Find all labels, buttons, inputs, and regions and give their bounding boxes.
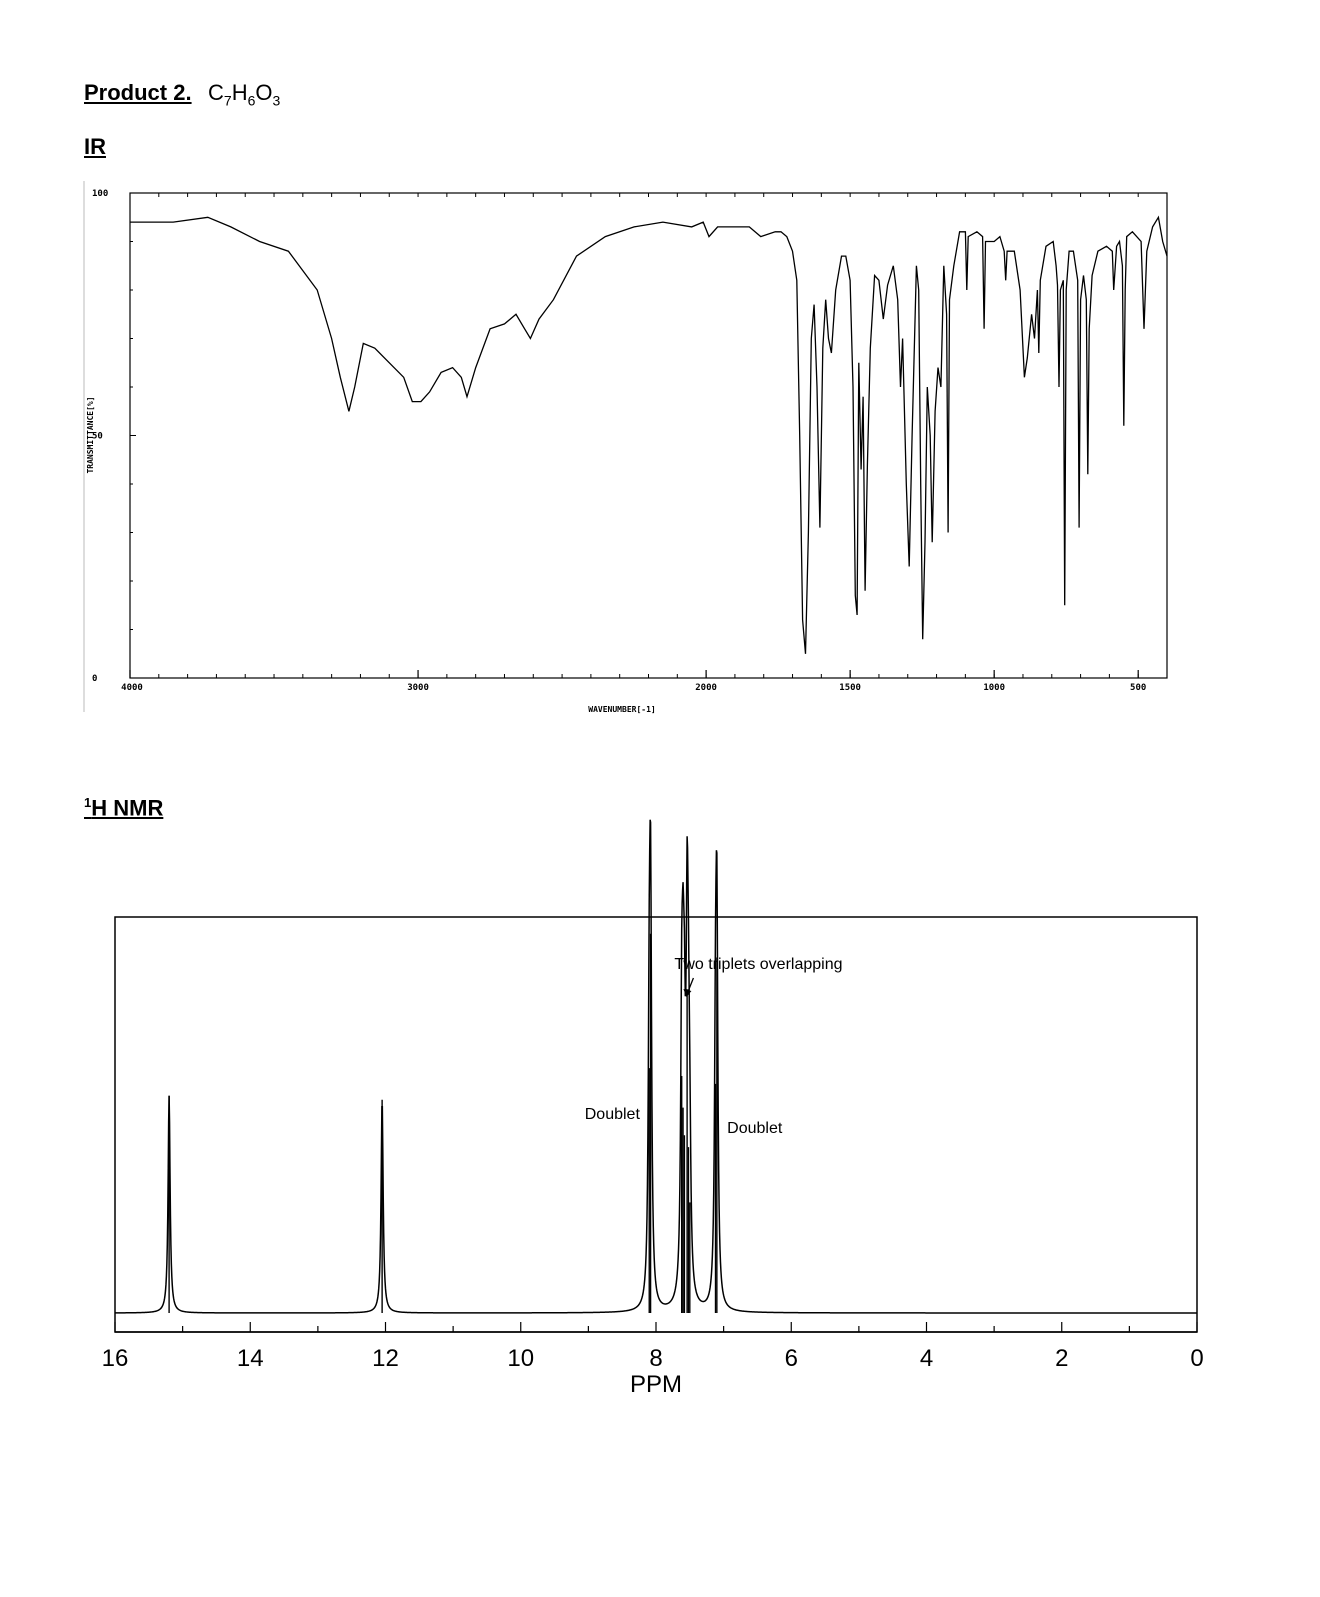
nmr-xtick-label: 6 [785,1345,798,1372]
nmr-annotation-arrow-head [683,989,692,997]
ir-ylabel: TRANSMITTANCE[%] [86,396,95,473]
ir-xlabel: WAVENUMBER[-1] [588,705,655,714]
nmr-annotations: Two triplets overlapping Doublet Doublet [168,933,843,1313]
ir-xtick-label: 1000 [983,683,1005,693]
formula-c-count: 7 [223,92,232,109]
formula-o: O [255,80,273,105]
nmr-annotation-label: Two triplets overlapping [674,956,842,973]
nmr-xtick-label: 8 [649,1345,662,1372]
ir-spectrum-line [130,215,1168,654]
molecular-formula: C7H6O3 [208,80,280,108]
ir-xtick-label: 500 [1130,683,1146,693]
formula-h-count: 6 [247,92,256,109]
ir-ticks: 4000 3000 2000 1500 1000 500 0 50 100 [92,189,1168,693]
formula-o-count: 3 [272,92,281,109]
nmr-annotation-label: Doublet [727,1120,783,1137]
ir-xtick-label: 2000 [695,683,717,693]
nmr-xtick-label: 4 [920,1345,933,1372]
nmr-xtick-label: 16 [102,1345,129,1372]
nmr-heading: 1H NMR [84,795,163,821]
ir-ytick-label: 0 [92,674,97,684]
ir-xtick-label: 1500 [839,683,861,693]
ir-xtick-label: 3000 [407,683,429,693]
nmr-heading-superscript: 1 [84,795,92,810]
nmr-xtick-label: 0 [1190,1345,1203,1372]
ir-ytick-label: 100 [92,189,108,199]
nmr-heading-text: H NMR [91,795,164,821]
nmr-spectrum-line [115,819,1197,1314]
nmr-ticks: 16 14 12 10 8 6 4 2 0 [102,1322,1204,1372]
nmr-annotation-label: Doublet [585,1106,641,1123]
formula-h: H [231,80,248,105]
nmr-plot-frame [114,916,1198,1333]
formula-c: C [208,80,224,105]
ir-xtick-label: 4000 [121,683,143,693]
nmr-xlabel: PPM [630,1371,682,1398]
ir-heading: IR [84,134,106,159]
nmr-xtick-label: 2 [1055,1345,1068,1372]
nmr-xtick-label: 14 [237,1345,264,1372]
nmr-xtick-label: 12 [372,1345,399,1372]
product-title: Product 2. [84,80,192,105]
nmr-xtick-label: 10 [507,1345,534,1372]
ir-spectrum-chart: 4000 3000 2000 1500 1000 500 0 50 100 WAVENUMBER… [83,181,1168,714]
ir-ytick-label: 50 [92,432,103,442]
